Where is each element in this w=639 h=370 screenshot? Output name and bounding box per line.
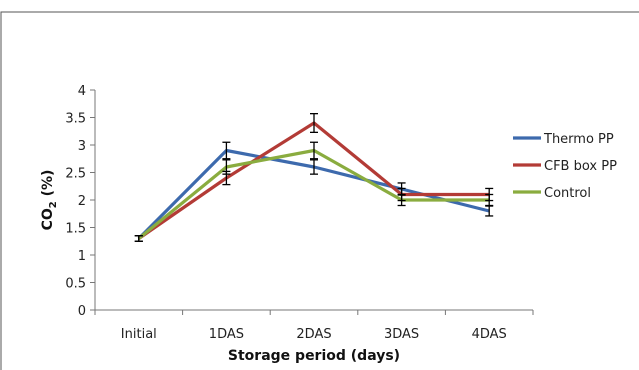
series-layer: [134, 113, 494, 242]
y-tick-label: 4: [78, 84, 86, 99]
x-tick-label: 1DAS: [209, 327, 244, 342]
x-tick-label: 3DAS: [384, 327, 419, 342]
error-bar: [310, 159, 318, 175]
error-bar: [222, 141, 231, 160]
error-bar: [222, 159, 231, 175]
y-tick-label: 1: [78, 249, 86, 264]
y-tick-label: 1.5: [65, 222, 86, 237]
y-tick-label: 0: [78, 304, 86, 319]
x-axis-title: Storage period (days): [228, 348, 400, 364]
y-axis-ticks: 0 0.5 1 1.5 2 2.5 3 3.5 4: [65, 84, 95, 319]
y-tick-label: 2: [78, 194, 86, 209]
legend-label: CFB box PP: [544, 159, 617, 174]
error-bar: [485, 193, 494, 207]
series-line: [137, 121, 490, 240]
x-axis-ticks: Initial 1DAS 2DAS 3DAS 4DAS: [94, 310, 534, 342]
y-axis-title: CO2 (%): [40, 170, 59, 231]
y-axis-title-main: CO: [40, 208, 56, 230]
legend-label: Thermo PP: [543, 132, 614, 147]
y-tick-label: 0.5: [65, 277, 86, 292]
legend-label: Control: [544, 186, 591, 201]
error-bar: [134, 235, 143, 242]
x-tick-label: 4DAS: [472, 327, 507, 342]
y-tick-label: 2.5: [65, 167, 86, 182]
y-axis-title-subscript: 2: [48, 201, 59, 208]
error-bar: [310, 113, 318, 134]
x-tick-label: 2DAS: [296, 327, 331, 342]
y-tick-label: 3: [78, 139, 86, 154]
y-tick-label: 3.5: [65, 112, 86, 127]
y-axis-title-suffix: (%): [40, 170, 56, 202]
legend: Thermo PP CFB box PP Control: [513, 132, 617, 201]
x-tick-label: Initial: [121, 327, 157, 342]
error-bar: [310, 141, 318, 160]
chart-frame-border: [0, 11, 639, 370]
error-bar: [397, 193, 406, 207]
